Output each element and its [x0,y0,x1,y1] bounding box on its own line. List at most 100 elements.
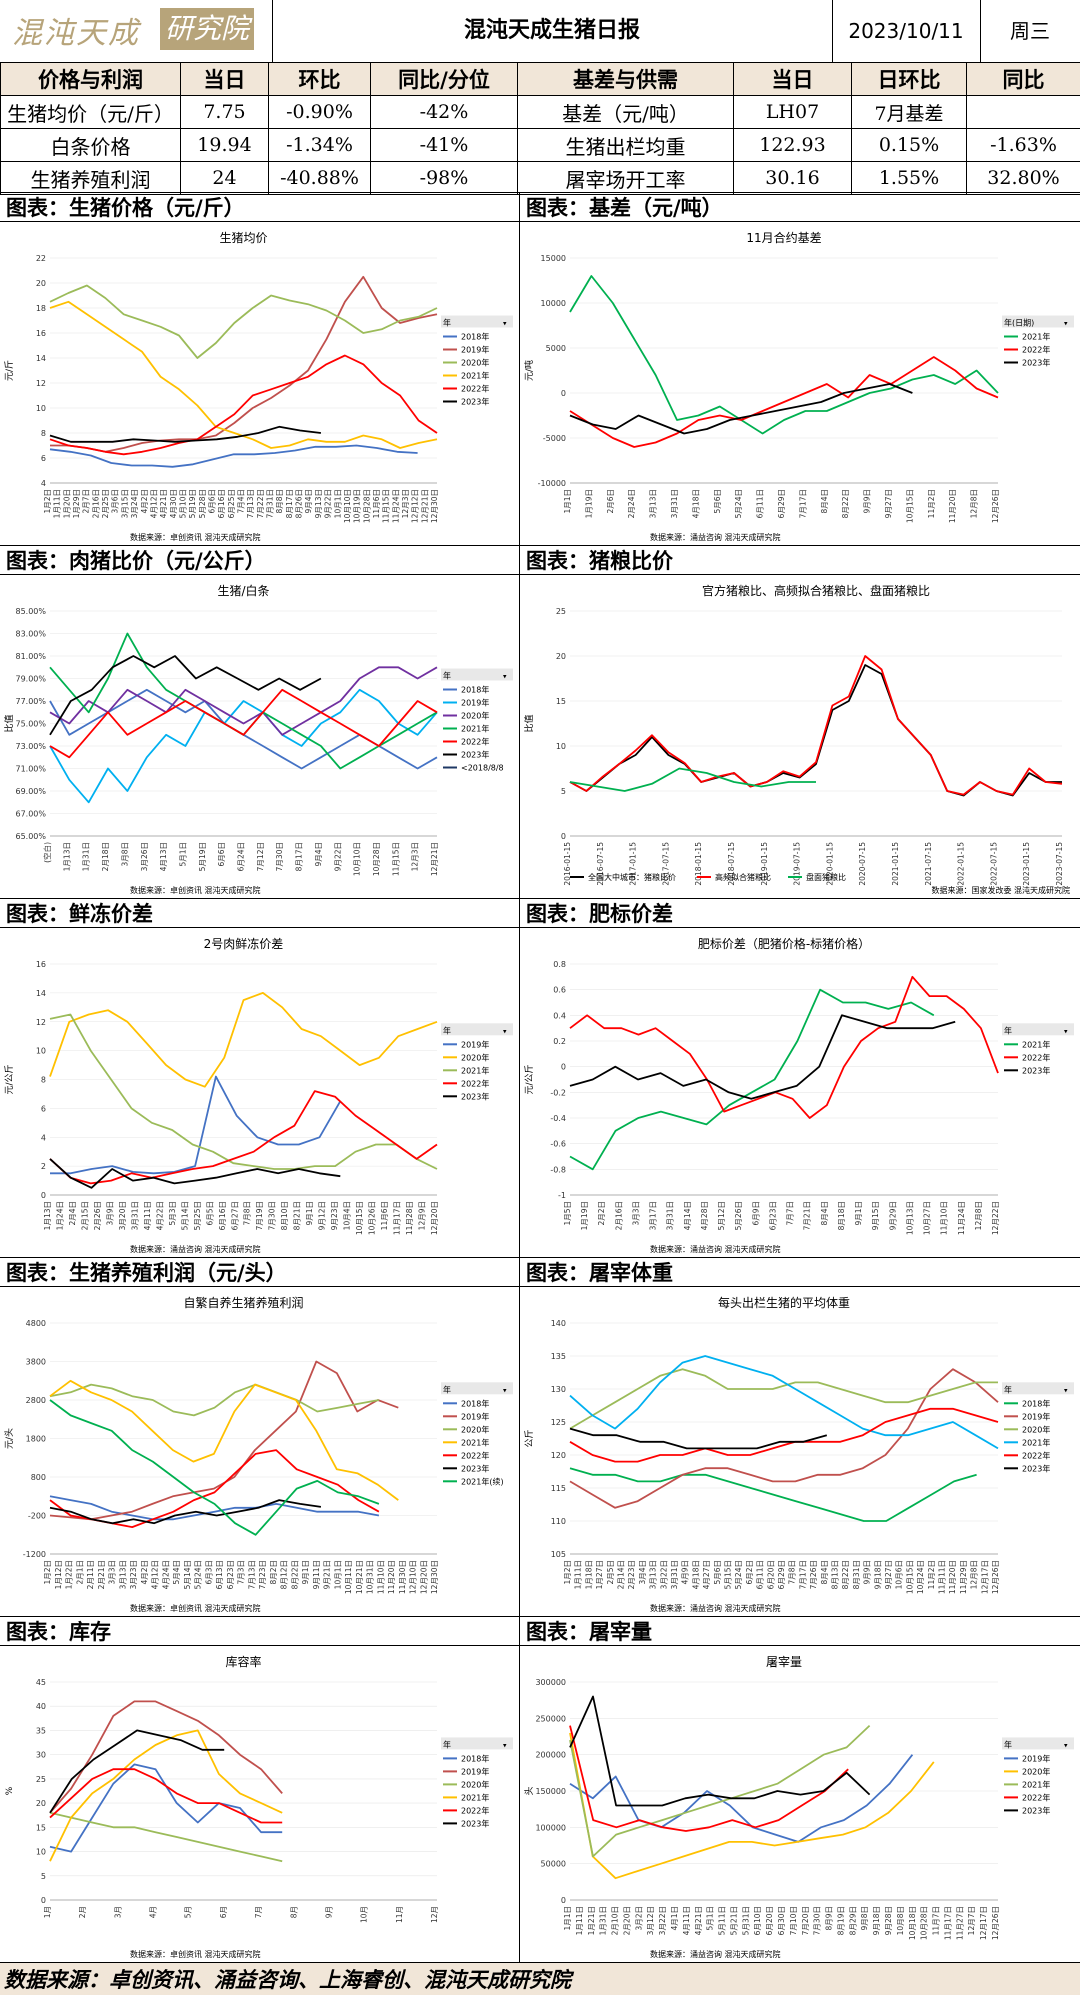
chart-source: 数据来源：涌益咨询 混沌天成研究院 [650,532,781,542]
chart-source: 数据来源：涌益咨询 混沌天成研究院 [650,1949,781,1959]
x-tick-label: 2月26日 [93,1201,102,1230]
y-tick-label: 25 [556,607,566,616]
y-tick-label: -1200 [23,1550,46,1559]
y-tick-label: 10 [556,742,566,751]
x-tick-label: 4月14日 [683,1201,692,1230]
section-title: 图表：猪粮比价 [520,545,1080,575]
y-tick-label: 5000 [546,344,566,353]
x-tick-label: 1月 [43,1906,52,1918]
legend-item: 2022年 [461,1450,489,1460]
y-tick-label: 0 [561,832,566,841]
series-line [50,286,437,359]
y-tick-label: 0 [561,1063,566,1072]
y-tick-label: 115 [551,1484,566,1493]
x-tick-label: 6月6日 [217,842,226,867]
x-tick-label: 9月18日 [873,1560,882,1589]
x-tick-label: 12月20日 [419,1560,428,1594]
x-tick-label: 12月8日 [974,1201,983,1230]
y-tick-label: 2800 [26,1396,46,1405]
kpi-head-cell: 价格与利润 [1,63,181,96]
x-tick-label: 11月17日 [393,1201,402,1235]
kpi-cell: -1.34% [269,129,371,162]
x-tick-label: 8月4日 [820,1201,829,1226]
y-tick-label: 79.00% [15,675,46,684]
x-tick-label: 1月31日 [82,842,91,871]
x-tick-label: 6月29日 [777,489,786,518]
x-tick-label: 2月 [78,1906,87,1918]
x-tick-label: 2月18日 [101,842,110,871]
filter-icon: ▾ [503,1386,507,1394]
x-tick-label: 7月13日 [246,489,255,518]
legend-item: 2023年 [1022,1065,1050,1075]
y-tick-label: -0.2 [550,1088,566,1097]
kpi-cell: 24 [181,162,269,195]
series-line [50,1730,224,1812]
x-tick-label: 11月28日 [405,1201,414,1235]
y-tick-label: 6 [41,454,46,463]
x-tick-label: 1月2日 [43,489,52,514]
x-tick-label: 5月6日 [713,1560,722,1585]
x-tick-label: 6月27日 [230,1201,239,1230]
chart-slaughter: 屠宰量头050000100000150000200000250000300000… [520,1646,1080,1962]
kpi-row: 生猪养殖利润 24 -40.88% -98% 屠宰场开工率 30.16 1.55… [1,162,1080,195]
x-tick-label: 10月27日 [923,1201,932,1235]
x-tick-label: 8月26日 [295,489,304,518]
y-tick-label: 12 [36,1018,46,1027]
y-tick-label: 35 [36,1726,46,1735]
x-tick-label: 11月6日 [380,1201,389,1230]
x-tick-label: 8月21日 [293,1201,302,1230]
x-tick-label: 2月5日 [606,1560,615,1585]
kpi-cell: 7月基差 [852,96,967,129]
logo-right-text: 研究院 [160,8,254,50]
section-title: 图表：生猪价格（元/斤） [0,192,520,222]
x-tick-label: 9月27日 [884,489,893,518]
x-tick-label: 12月3日 [401,489,410,518]
x-tick-label: 7月30日 [275,842,284,871]
y-tick-label: 135 [551,1352,566,1361]
x-tick-label: 11月17日 [943,1906,952,1940]
y-tick-label: 67.00% [15,810,46,819]
legend-item: 2019年 [1022,1753,1050,1763]
x-tick-label: 8月17日 [285,489,294,518]
x-tick-label: 1月24日 [55,1201,64,1230]
y-tick-label: 8 [41,429,46,438]
kpi-cell: -1.63% [967,129,1080,162]
x-tick-label: 3月15日 [120,489,129,518]
y-tick-label: 100000 [535,1823,566,1832]
y-axis-label: 元/头 [4,1428,15,1449]
x-tick-label: 3月23日 [129,1560,138,1589]
x-tick-label: (空白) [42,842,52,863]
section-title: 图表：屠宰体重 [520,1257,1080,1287]
x-tick-label: 7月26日 [809,1560,818,1589]
x-tick-label: 1月13日 [43,1201,52,1230]
series-line [570,357,998,447]
y-tick-label: 0 [561,389,566,398]
x-tick-label: 5月15日 [724,1560,733,1589]
x-tick-label: 2018-01-15 [694,842,703,886]
logo-left-text: 混沌天成 [12,8,140,52]
legend-item: 2018年 [1022,1398,1050,1408]
x-tick-label: 5月3日 [168,1201,177,1226]
y-axis-label: 比值 [523,714,535,732]
filter-icon: ▾ [503,1027,507,1035]
filter-icon: ▾ [1064,320,1068,328]
legend-item: 2020年 [461,711,489,721]
kpi-cell: 生猪出栏均重 [518,129,734,162]
legend-item: 2018年 [461,1753,489,1763]
x-tick-label: 11月24日 [391,489,400,523]
x-tick-label: 8月9日 [825,1906,834,1931]
x-tick-label: 5月24日 [194,1560,203,1589]
x-tick-label: 5月11日 [718,1906,727,1935]
x-tick-label: 5月1日 [178,842,187,867]
y-tick-label: 130 [551,1385,566,1394]
series-line [570,665,1062,796]
x-tick-label: 2022-07-15 [989,842,998,886]
chart-source: 数据来源：涌益咨询 混沌天成研究院 [130,1244,261,1254]
legend-item: 2022年 [461,737,489,747]
x-tick-label: 4月 [149,1906,158,1918]
x-tick-label: 1月29日 [72,489,81,518]
x-tick-label: 12月26日 [991,1560,1000,1594]
x-tick-label: 10月1日 [333,489,342,518]
x-tick-label: 11月7日 [932,1906,941,1935]
